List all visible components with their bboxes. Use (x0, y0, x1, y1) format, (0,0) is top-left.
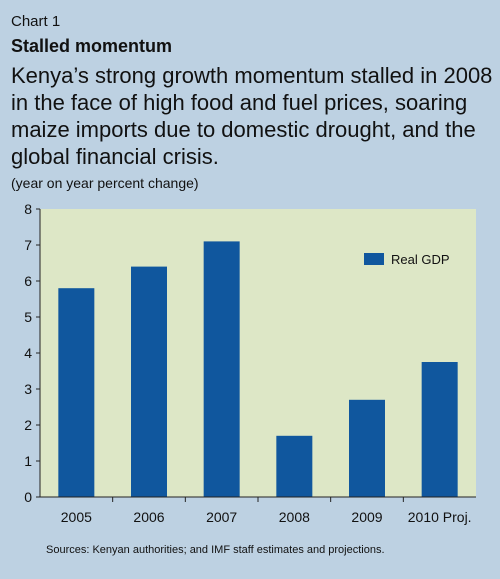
x-tick-label: 2010 Proj. (408, 509, 472, 525)
bar-2009 (349, 399, 385, 497)
y-tick-label: 0 (24, 489, 32, 505)
x-tick-label: 2009 (351, 509, 382, 525)
bar-2007 (203, 241, 240, 497)
y-tick-label: 1 (24, 453, 32, 469)
bar-series (58, 241, 458, 497)
x-tick-label: 2008 (279, 509, 310, 525)
x-tick-label: 2007 (206, 509, 237, 525)
legend: Real GDP (364, 252, 450, 267)
chart-number-label: Chart 1 (11, 13, 61, 30)
x-tick-label: 2006 (133, 509, 164, 525)
y-tick-label: 5 (24, 309, 32, 325)
y-tick-label: 2 (24, 417, 32, 433)
y-axis: 0 1 2 3 4 5 6 7 8 (24, 201, 41, 505)
y-tick-label: 6 (24, 273, 32, 289)
chart-title: Stalled momentum (11, 36, 173, 56)
source-note: Sources: Kenyan authorities; and IMF sta… (46, 544, 385, 556)
legend-label-real-gdp: Real GDP (391, 252, 450, 267)
bar-2010 (421, 362, 458, 497)
y-tick-label: 3 (24, 381, 32, 397)
legend-swatch (364, 253, 384, 265)
y-tick-label: 4 (24, 345, 32, 361)
bar-2006 (131, 266, 167, 497)
plot-area (40, 209, 476, 497)
chart-headline: Kenya’s strong growth momentum stalled i… (11, 63, 493, 169)
y-tick-label: 8 (24, 201, 32, 217)
x-tick-label: 2005 (61, 509, 92, 525)
bar-2008 (276, 435, 313, 497)
x-axis: 2005 2006 2007 2008 2009 2010 Proj. (40, 496, 476, 525)
y-tick-label: 7 (24, 237, 32, 253)
units-note: (year on year percent change) (11, 175, 199, 191)
bar-2005 (58, 288, 95, 497)
